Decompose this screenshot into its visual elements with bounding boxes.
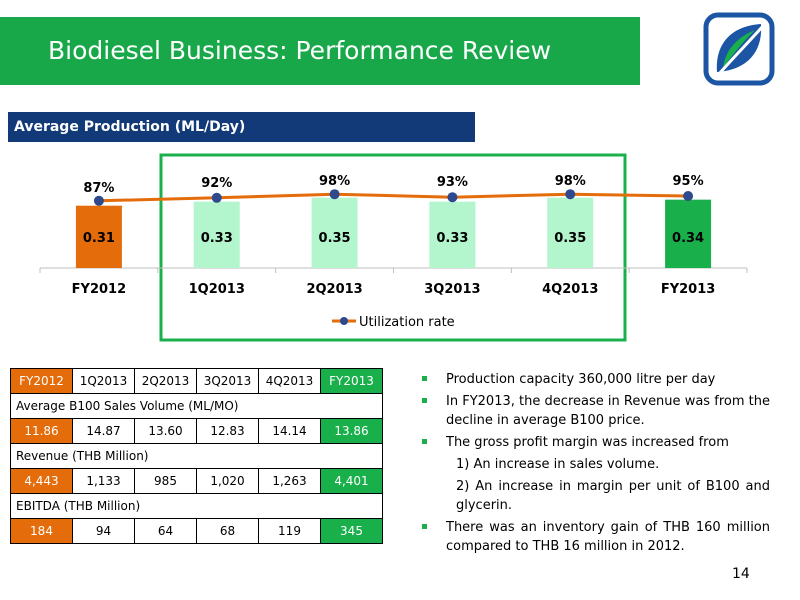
bullet-item: In FY2013, the decrease in Revenue was f… xyxy=(420,392,770,430)
sub-bullet-item: 2) An increase in margin per unit of B10… xyxy=(456,479,770,513)
table-section-row: Average B100 Sales Volume (ML/MO) xyxy=(10,393,383,419)
table-cell: 345 xyxy=(320,518,383,544)
table-header-cell: 2Q2013 xyxy=(134,368,197,394)
tick-label: FY2012 xyxy=(72,282,126,297)
table-section-row: Revenue (THB Million) xyxy=(10,443,383,469)
bar-label: 0.35 xyxy=(319,231,351,246)
table-cell: 13.60 xyxy=(134,418,197,444)
slide-title: Biodiesel Business: Performance Review xyxy=(48,36,552,65)
tick-label: 4Q2013 xyxy=(542,282,598,297)
table-cell: 14.14 xyxy=(258,418,321,444)
table-section-label: EBITDA (THB Million) xyxy=(10,493,383,519)
highlight-box xyxy=(159,153,627,342)
bar-3Q2013 xyxy=(429,201,476,268)
utilization-label: 95% xyxy=(673,174,704,189)
utilization-label: 92% xyxy=(201,176,232,191)
table-cell: 4,443 xyxy=(10,468,73,494)
table-cell: 119 xyxy=(258,518,321,544)
table-cell: 1,020 xyxy=(196,468,259,494)
table-cell: 68 xyxy=(196,518,259,544)
legend-label: Utilization rate xyxy=(359,315,455,330)
table-header-cell: 3Q2013 xyxy=(196,368,259,394)
table-row: 184 94 64 68 119 345 xyxy=(10,518,383,544)
table-cell: 64 xyxy=(134,518,197,544)
table-cell: 184 xyxy=(10,518,73,544)
bullet-item: Production capacity 360,000 litre per da… xyxy=(420,370,770,389)
utilization-label: 98% xyxy=(555,174,586,189)
tick-label: 2Q2013 xyxy=(306,282,362,297)
table-cell: 13.86 xyxy=(320,418,383,444)
bar-FY2012 xyxy=(75,205,122,268)
table-row: 4,443 1,133 985 1,020 1,263 4,401 xyxy=(10,468,383,494)
table-section-row: EBITDA (THB Million) xyxy=(10,493,383,519)
utilization-label: 87% xyxy=(83,181,114,196)
bar-label: 0.33 xyxy=(436,231,468,246)
table-section-label: Revenue (THB Million) xyxy=(10,443,383,469)
financial-table: FY2012 1Q2013 2Q2013 3Q2013 4Q2013 FY2013 Aver… xyxy=(10,368,383,544)
bar-label: 0.34 xyxy=(672,231,704,246)
utilization-point xyxy=(683,191,694,201)
bar-label: 0.33 xyxy=(201,231,233,246)
utilization-point xyxy=(565,189,576,200)
legend-marker xyxy=(340,317,348,325)
bullet-list: Production capacity 360,000 litre per da… xyxy=(420,370,770,559)
table-header-row: FY2012 1Q2013 2Q2013 3Q2013 4Q2013 FY2013 xyxy=(10,368,383,394)
tick-label: 3Q2013 xyxy=(424,282,480,297)
utilization-label: 98% xyxy=(319,174,350,189)
table-cell: 11.86 xyxy=(10,418,73,444)
bar-label: 0.31 xyxy=(83,231,115,246)
table-cell: 4,401 xyxy=(320,468,383,494)
table-header-cell: FY2013 xyxy=(320,368,383,394)
bar-label: 0.35 xyxy=(554,231,586,246)
sub-bullet-item: 1) An increase in sales volume. xyxy=(456,457,660,472)
bar-2Q2013 xyxy=(311,197,358,268)
bar-4Q2013 xyxy=(547,197,594,268)
bar-FY2013 xyxy=(665,199,712,268)
bullet-item: The gross profit margin was increased fr… xyxy=(420,433,770,452)
table-cell: 1,263 xyxy=(258,468,321,494)
tick-label: FY2013 xyxy=(661,282,715,297)
table-header-cell: 4Q2013 xyxy=(258,368,321,394)
table-header-cell: FY2012 xyxy=(10,368,73,394)
table-row: 11.86 14.87 13.60 12.83 14.14 13.86 xyxy=(10,418,383,444)
table-cell: 12.83 xyxy=(196,418,259,444)
utilization-point xyxy=(93,195,104,206)
page-number: 14 xyxy=(732,566,750,582)
bullet-item: There was an inventory gain of THB 160 m… xyxy=(420,518,770,556)
title-bar xyxy=(0,17,640,85)
section-title: Average Production (ML/Day) xyxy=(14,119,246,135)
bar-1Q2013 xyxy=(193,201,240,268)
table-cell: 94 xyxy=(72,518,135,544)
utilization-line xyxy=(98,192,689,203)
leaf-logo-icon xyxy=(703,12,775,86)
section-banner xyxy=(8,112,475,142)
table-cell: 14.87 xyxy=(72,418,135,444)
table-section-label: Average B100 Sales Volume (ML/MO) xyxy=(10,393,383,419)
utilization-label: 93% xyxy=(437,175,468,190)
tick-label: 1Q2013 xyxy=(189,282,245,297)
table-header-cell: 1Q2013 xyxy=(72,368,135,394)
utilization-point xyxy=(211,192,222,203)
utilization-point xyxy=(329,189,340,200)
production-chart: 0.31 0.33 0.35 0.33 0.35 0.34 87% 92% 98% 93% 98% 9… xyxy=(39,153,748,342)
table-cell: 1,133 xyxy=(72,468,135,494)
utilization-point xyxy=(447,192,458,203)
table-cell: 985 xyxy=(134,468,197,494)
